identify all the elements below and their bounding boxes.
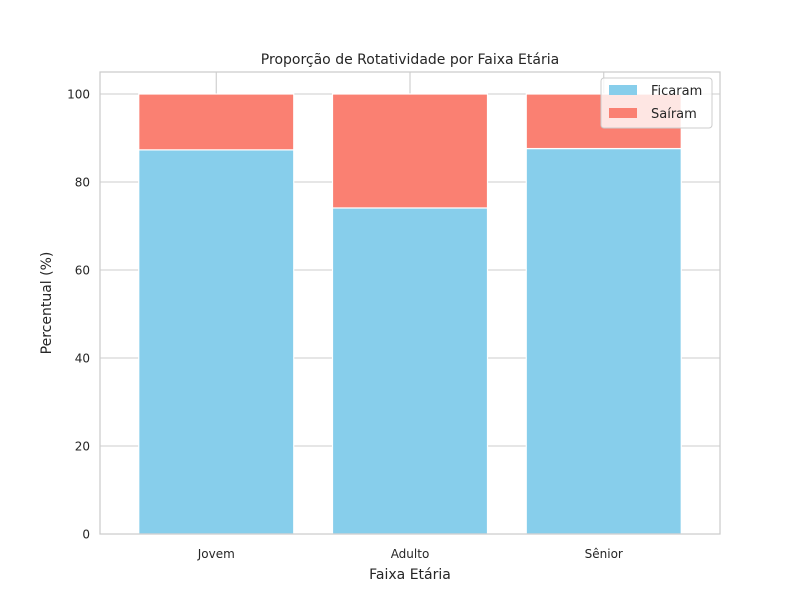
legend: Ficaram Saíram [600, 77, 713, 129]
y-axis-label: Percentual (%) [39, 252, 55, 355]
y-tick-label: 20 [75, 440, 90, 454]
legend-swatch-ficaram [609, 85, 637, 95]
bar-sairam-jovem [138, 93, 295, 151]
legend-label-sairam: Saíram [651, 107, 697, 122]
x-axis-label: Faixa Etária [369, 567, 451, 583]
bars [138, 93, 682, 535]
y-tick-label: 60 [75, 264, 90, 278]
legend-label-ficaram: Ficaram [651, 84, 702, 99]
x-tick-labels: Jovem Adulto Sênior [197, 547, 623, 561]
bar-ficaram-sênior [525, 147, 682, 535]
bar-ficaram-jovem [138, 149, 295, 535]
y-tick-label: 0 [82, 528, 90, 542]
legend-swatch-sairam [609, 108, 637, 118]
chart-title: Proporção de Rotatividade por Faixa Etár… [261, 52, 559, 68]
bar-ficaram-adulto [331, 207, 489, 535]
x-tick-label: Adulto [391, 547, 430, 561]
y-tick-label: 40 [75, 352, 90, 366]
x-tick-label: Jovem [197, 547, 235, 561]
y-tick-label: 100 [67, 88, 90, 102]
x-tick-label: Sênior [585, 547, 623, 561]
y-tick-labels: 0 20 40 60 80 100 [67, 88, 90, 542]
y-tick-label: 80 [75, 176, 90, 190]
plot-frame [99, 71, 721, 535]
bar-sairam-adulto [331, 93, 489, 209]
